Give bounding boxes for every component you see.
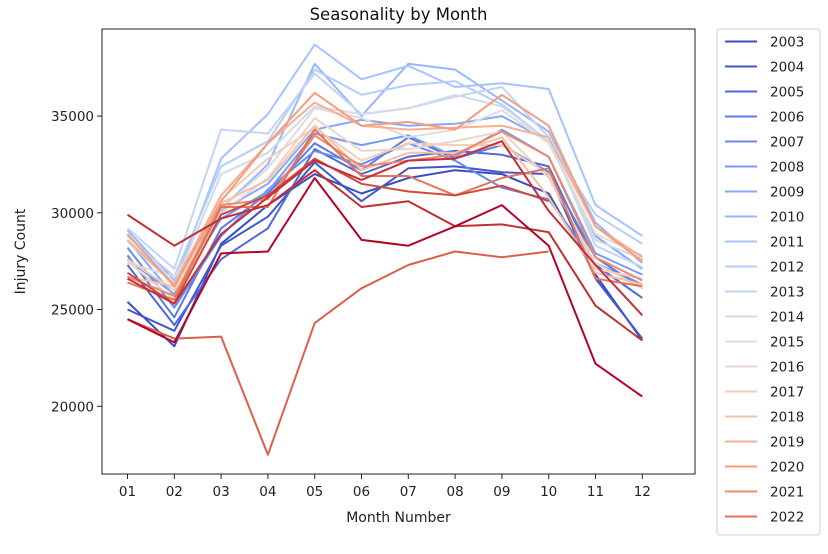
legend-label: 2019 <box>770 435 804 451</box>
y-axis: 20000 25000 30000 35000 <box>51 109 102 415</box>
y-tick-label: 35000 <box>51 109 94 125</box>
legend-label: 2011 <box>770 235 804 251</box>
series-line <box>126 43 643 286</box>
x-tick-label: 11 <box>587 484 604 500</box>
x-tick-label: 03 <box>213 484 230 500</box>
legend-label: 2022 <box>770 510 804 526</box>
y-axis-title: Injury Count <box>13 208 29 294</box>
x-axis-title: Month Number <box>346 510 451 526</box>
legend-label: 2015 <box>770 335 804 351</box>
legend-label: 2007 <box>770 135 804 151</box>
legend-label: 2003 <box>770 35 804 51</box>
x-tick-label: 04 <box>259 484 276 500</box>
legend-label: 2012 <box>770 260 804 276</box>
x-tick-label: 08 <box>447 484 464 500</box>
chart-title: Seasonality by Month <box>310 5 488 24</box>
legend-label: 2016 <box>770 360 804 376</box>
x-tick-label: 01 <box>119 484 136 500</box>
y-tick-label: 20000 <box>51 399 94 415</box>
x-tick-label: 09 <box>493 484 510 500</box>
series-line <box>126 101 643 286</box>
y-tick-label: 30000 <box>51 206 94 222</box>
plot-frame <box>101 28 696 475</box>
x-tick-label: 10 <box>540 484 557 500</box>
legend: 2003 2004 2005 2006 2007 2008 2009 2010 2011 2012… <box>716 28 821 536</box>
series-line <box>126 91 643 288</box>
legend-label: 2010 <box>770 210 804 226</box>
series-line <box>127 177 643 398</box>
x-tick-label: 12 <box>634 484 651 500</box>
legend-label: 2017 <box>770 385 804 401</box>
y-tick-label: 25000 <box>51 303 94 319</box>
legend-label: 2021 <box>770 485 804 501</box>
series-line <box>127 250 549 456</box>
plot-lines <box>126 43 644 456</box>
legend-frame <box>716 28 821 536</box>
legend-label: 2009 <box>770 185 804 201</box>
x-tick-label: 05 <box>306 484 323 500</box>
series-line <box>126 117 643 301</box>
series-line <box>127 140 644 316</box>
series-line <box>127 130 643 297</box>
x-tick-label: 02 <box>166 484 183 500</box>
legend-label: 2008 <box>770 160 804 176</box>
legend-label: 2020 <box>770 460 804 476</box>
series-line <box>126 169 643 342</box>
x-tick-label: 07 <box>400 484 417 500</box>
legend-label: 2018 <box>770 410 804 426</box>
x-axis: 01 02 03 04 05 06 07 08 09 10 11 12 <box>119 474 651 500</box>
legend-label: 2005 <box>770 85 804 101</box>
legend-label: 2014 <box>770 310 804 326</box>
legend-label: 2013 <box>770 285 804 301</box>
legend-label: 2004 <box>770 60 804 76</box>
legend-label: 2006 <box>770 110 804 126</box>
x-tick-label: 06 <box>353 484 370 500</box>
